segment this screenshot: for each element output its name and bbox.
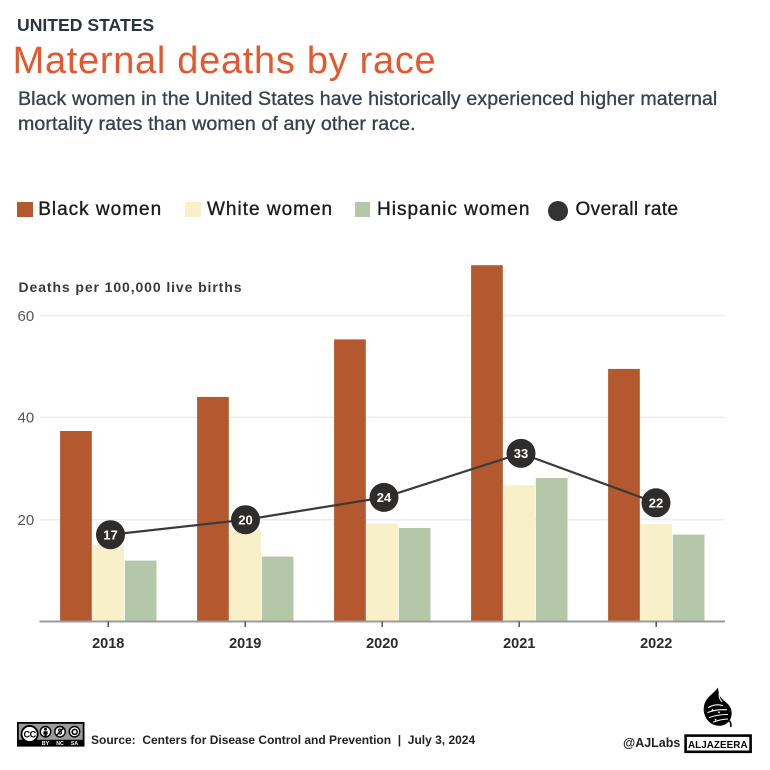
svg-text:40: 40 xyxy=(18,409,35,426)
svg-text:SA: SA xyxy=(71,741,78,747)
svg-text:2019: 2019 xyxy=(229,636,261,652)
svg-text:2022: 2022 xyxy=(640,636,672,652)
svg-text:60: 60 xyxy=(18,308,35,325)
svg-text:CC: CC xyxy=(23,729,36,739)
svg-text:ALJAZEERA: ALJAZEERA xyxy=(688,740,748,751)
svg-text:NC: NC xyxy=(56,741,64,747)
svg-text:BY: BY xyxy=(42,741,50,747)
svg-text:20: 20 xyxy=(18,512,35,529)
svg-text:33: 33 xyxy=(514,446,528,461)
svg-text:22: 22 xyxy=(649,496,663,511)
svg-text:20: 20 xyxy=(238,512,252,527)
svg-text:2020: 2020 xyxy=(366,636,398,652)
svg-text:17: 17 xyxy=(103,527,117,542)
svg-text:24: 24 xyxy=(377,490,392,505)
svg-text:2021: 2021 xyxy=(503,636,535,652)
svg-text:2018: 2018 xyxy=(92,636,124,652)
